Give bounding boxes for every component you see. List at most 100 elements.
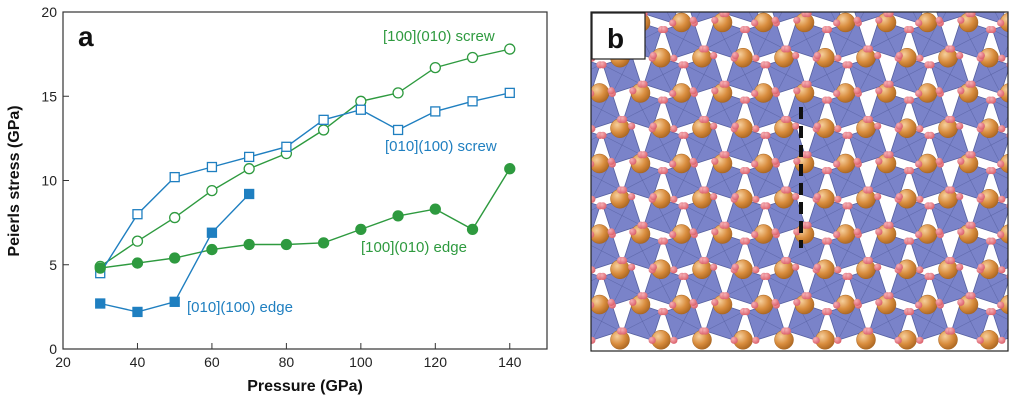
oxygen-atom xyxy=(579,308,586,315)
oxygen-atom xyxy=(681,272,689,281)
oxygen-atom xyxy=(833,160,841,168)
octahedron-edge xyxy=(940,12,947,24)
data-point xyxy=(206,161,218,173)
octahedron xyxy=(591,132,601,165)
octahedron-edge xyxy=(623,170,662,191)
oxygen-atom xyxy=(865,186,874,194)
oxygen-atom xyxy=(640,151,648,159)
oxygen-atom xyxy=(670,125,678,133)
oxygen-atom xyxy=(865,115,874,124)
oxygen-atom xyxy=(710,122,718,130)
oxygen-atom xyxy=(731,51,739,60)
data-point xyxy=(132,209,143,220)
octahedron-edge xyxy=(807,205,847,226)
oxygen-atom xyxy=(988,237,997,245)
oxygen-atom xyxy=(731,263,739,271)
oxygen-atom xyxy=(722,80,730,88)
oxygen-atom xyxy=(701,45,710,53)
octahedron-edge xyxy=(623,240,662,261)
octahedron-edge xyxy=(1001,45,1008,59)
oxygen-atom xyxy=(998,336,1006,344)
oxygen-atom xyxy=(927,131,935,139)
octahedron-edge xyxy=(951,29,990,50)
data-point xyxy=(504,43,516,55)
panel-a-chart: 20 40 60 80 100 120 140 0 5 10 15 20 Pressure (GPa… xyxy=(6,4,548,395)
data-point xyxy=(317,237,330,249)
oxygen-atom xyxy=(997,89,1005,98)
octahedron-edge xyxy=(705,170,744,191)
oxygen-atom xyxy=(648,336,656,344)
oxygen-atom xyxy=(579,167,586,174)
panel-a-label-box xyxy=(64,13,114,57)
oxygen-atom xyxy=(968,80,976,88)
oxygen-atom xyxy=(568,263,575,270)
oxygen-atom xyxy=(628,263,636,271)
octahedron-edge xyxy=(787,29,826,50)
oxygen-atom xyxy=(886,221,894,229)
octahedron-edge xyxy=(992,29,1008,38)
oxygen-atom xyxy=(649,51,657,60)
oxygen-atom xyxy=(792,192,800,201)
oxygen-atom xyxy=(895,263,903,271)
panel-b-frame xyxy=(590,11,1009,352)
oxygen-atom xyxy=(763,272,771,281)
oxygen-atom xyxy=(660,25,669,34)
oxygen-atom xyxy=(957,228,965,236)
oxygen-atom xyxy=(640,221,648,229)
data-point xyxy=(243,163,255,175)
y-tick-label: 0 xyxy=(49,341,57,357)
oxygen-atom xyxy=(660,308,669,316)
oxygen-atom xyxy=(812,336,820,344)
oxygen-atom xyxy=(935,228,943,236)
octahedron xyxy=(591,273,601,306)
oxygen-atom xyxy=(640,80,648,88)
octahedron-edge xyxy=(787,240,826,261)
oxygen-atom xyxy=(793,228,801,236)
oxygen-atom xyxy=(968,221,976,229)
oxygen-atom xyxy=(845,61,853,69)
oxygen-atom xyxy=(977,51,985,60)
oxygen-atom xyxy=(701,115,710,124)
oxygen-atom xyxy=(591,160,595,168)
y-tick-label: 10 xyxy=(41,173,57,189)
oxygen-atom xyxy=(599,202,607,210)
oxygen-atom xyxy=(783,115,792,124)
x-tick-label: 80 xyxy=(279,354,295,370)
oxygen-atom xyxy=(824,167,833,175)
oxygen-atom xyxy=(649,263,657,271)
oxygen-atom xyxy=(722,151,730,159)
oxygen-atom xyxy=(956,51,964,60)
oxygen-atom xyxy=(629,157,637,165)
oxygen-atom xyxy=(558,151,565,158)
oxygen-atom xyxy=(771,157,779,165)
oxygen-atom xyxy=(874,51,882,60)
oxygen-atom xyxy=(834,336,842,344)
oxygen-atom xyxy=(947,45,956,53)
x-tick-label: 20 xyxy=(55,354,71,370)
octahedron-edge xyxy=(705,99,744,120)
octahedron-edge xyxy=(643,64,683,85)
octahedron-edge xyxy=(992,240,1008,250)
octahedron xyxy=(591,202,601,235)
oxygen-atom xyxy=(833,230,841,239)
oxygen-atom xyxy=(742,308,751,316)
octahedron-edge xyxy=(869,311,908,332)
oxygen-atom xyxy=(968,151,976,159)
oxygen-atom xyxy=(710,192,718,201)
oxygen-atom xyxy=(988,167,997,175)
octahedron-edge xyxy=(830,12,837,24)
oxygen-atom xyxy=(670,54,678,62)
oxygen-atom xyxy=(730,336,738,344)
oxygen-atom xyxy=(853,16,861,24)
oxygen-atom xyxy=(649,122,657,130)
oxygen-atom xyxy=(956,192,964,201)
oxygen-atom xyxy=(906,308,915,316)
oxygen-atom xyxy=(793,298,801,306)
oxygen-atom xyxy=(670,336,678,344)
oxygen-atom xyxy=(947,327,956,335)
oxygen-atom xyxy=(886,292,894,300)
x-tick-label: 120 xyxy=(424,354,448,370)
octahedron-edge xyxy=(1001,186,1008,200)
oxygen-atom xyxy=(845,272,853,281)
oxygen-atom xyxy=(619,186,628,194)
